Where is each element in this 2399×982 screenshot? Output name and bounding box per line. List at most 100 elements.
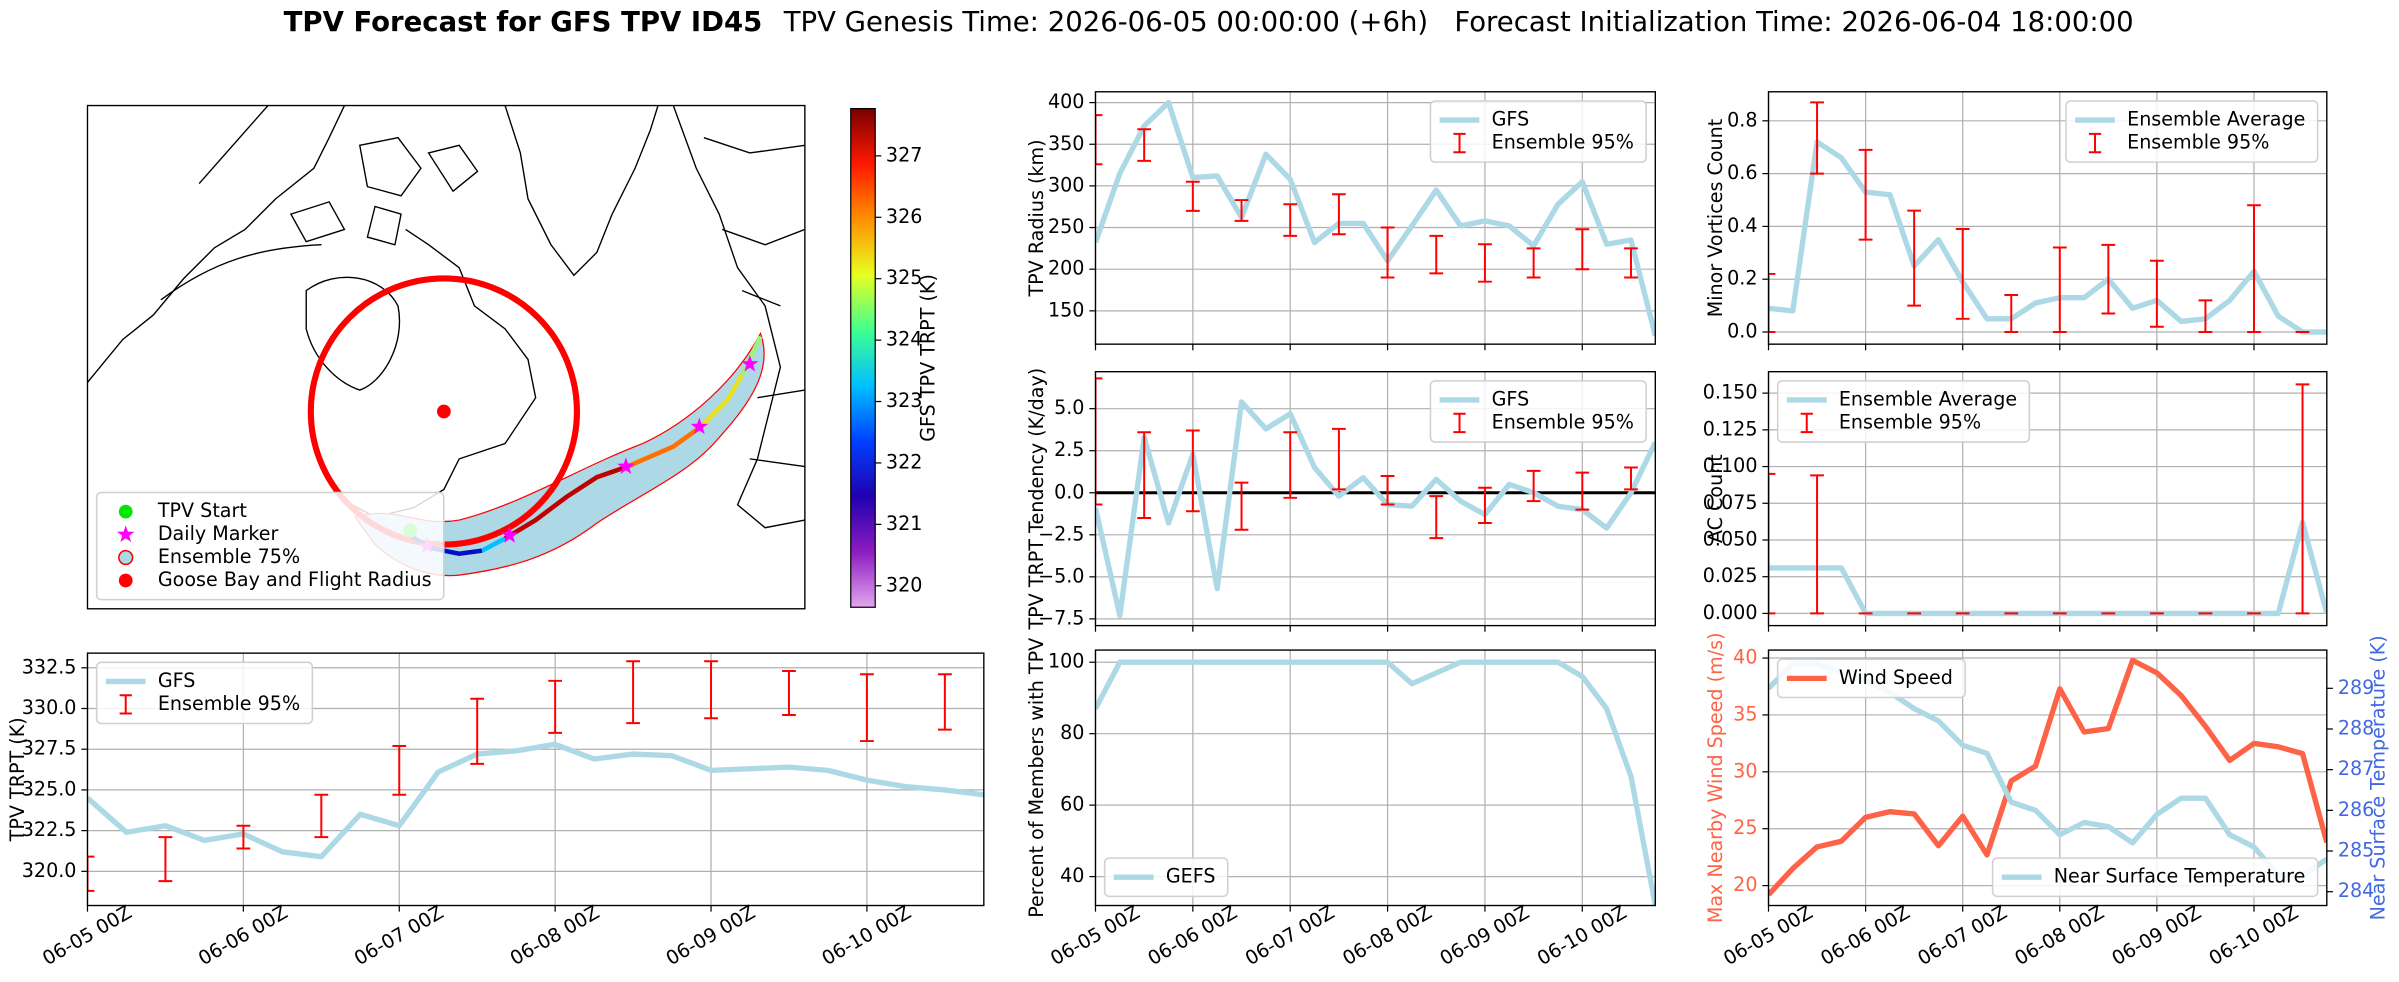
title: TPV Forecast for GFS TPV ID45 bbox=[284, 6, 763, 38]
colorbar-tick-label: 326 bbox=[886, 205, 922, 228]
y-tick-label: 284 bbox=[2338, 879, 2374, 902]
error-bar bbox=[1234, 481, 1249, 531]
y-tick-label: 0.025 bbox=[1703, 564, 1758, 587]
colorbar bbox=[850, 107, 876, 608]
legend-label: Ensemble 95% bbox=[2127, 131, 2269, 154]
error-bar bbox=[1234, 199, 1249, 222]
y-tick-label: 30 bbox=[1733, 759, 1757, 782]
y-axis-label: TPV Radius (km) bbox=[1025, 139, 1048, 297]
error-bar bbox=[470, 697, 485, 765]
error-bar bbox=[1624, 247, 1638, 279]
y-axis-label: Percent of Members with TPV bbox=[1025, 638, 1048, 918]
y-tick-label: 250 bbox=[1048, 215, 1084, 238]
error-bar bbox=[1526, 469, 1541, 503]
error-bar bbox=[548, 679, 563, 734]
y-tick-label: 285 bbox=[2338, 839, 2374, 862]
error-bar bbox=[1575, 228, 1590, 271]
error-bar bbox=[2101, 243, 2116, 315]
error-bar bbox=[87, 855, 95, 892]
series-line bbox=[1768, 139, 2327, 335]
legend-box bbox=[1776, 658, 1966, 699]
y-tick-label: 330.0 bbox=[22, 696, 77, 719]
y-tick-label: 100 bbox=[1048, 650, 1084, 673]
error-bar bbox=[937, 673, 952, 731]
legend-box bbox=[95, 661, 314, 725]
y-tick-label: 25 bbox=[1733, 816, 1757, 839]
error-bar bbox=[1283, 203, 1298, 237]
legend-swatch bbox=[2088, 132, 2102, 154]
y-tick-label: 287 bbox=[2338, 757, 2374, 780]
y-tick-label: −2.5 bbox=[1038, 522, 1084, 545]
error-bar bbox=[1380, 226, 1395, 279]
legend-label: Ensemble 95% bbox=[1492, 131, 1634, 154]
error-bar bbox=[1137, 128, 1152, 162]
coastline bbox=[305, 276, 401, 391]
error-bar bbox=[1478, 486, 1492, 525]
y-tick-label: 325.0 bbox=[22, 777, 77, 800]
y-tick-label: 350 bbox=[1048, 132, 1084, 155]
y-tick-label: 150 bbox=[1048, 298, 1084, 321]
suptitle: TPV Forecast for GFS TPV ID45 TPV Genesis… bbox=[284, 6, 2134, 38]
error-bar bbox=[1429, 234, 1444, 275]
coastline bbox=[87, 105, 346, 383]
colorbar-tick-label: 324 bbox=[886, 328, 922, 351]
colorbar-tick-label: 327 bbox=[886, 143, 922, 166]
series-line bbox=[1095, 659, 1656, 906]
legend-label: Goose Bay and Flight Radius bbox=[158, 568, 432, 591]
colorbar-tick-label: 325 bbox=[886, 266, 922, 289]
error-bar bbox=[236, 824, 251, 850]
track bbox=[481, 536, 507, 553]
legend-box bbox=[1776, 380, 2031, 443]
error-bar bbox=[1810, 101, 1824, 175]
track bbox=[626, 424, 703, 469]
y-tick-label: 0.8 bbox=[1727, 108, 1757, 131]
plot-frame bbox=[1094, 91, 1657, 345]
y-tick-label: 0.4 bbox=[1727, 214, 1757, 237]
legend-swatch bbox=[1453, 412, 1466, 434]
legend-label: Ensemble 95% bbox=[158, 692, 300, 715]
colorbar-tick-label: 322 bbox=[886, 450, 922, 473]
panel: 0.000 0.025 0.050 0.075 0.100 0.125 0.150 Ensem… bbox=[1703, 371, 2328, 632]
y-tick-label: 400 bbox=[1048, 90, 1084, 113]
error-bar bbox=[1095, 377, 1103, 506]
y-tick-label: 288 bbox=[2338, 716, 2374, 739]
error-bar bbox=[2295, 383, 2310, 615]
y-tick-label: 320.0 bbox=[22, 859, 77, 882]
goose-bay bbox=[436, 404, 451, 419]
plot-frame bbox=[1094, 649, 1657, 907]
error-bar bbox=[860, 673, 874, 743]
error-bar bbox=[704, 660, 718, 720]
legend-label: Ensemble Average bbox=[2127, 108, 2305, 131]
y-tick-label: 20 bbox=[1733, 873, 1757, 896]
legend-label: GFS bbox=[1492, 387, 1530, 410]
legend-label: Ensemble 75% bbox=[158, 545, 300, 568]
colorbar-tick-label: 323 bbox=[886, 389, 922, 412]
y-tick-label: 0.0 bbox=[1054, 480, 1084, 503]
error-bar bbox=[1768, 272, 1776, 334]
track bbox=[503, 464, 629, 541]
error-bar bbox=[1332, 427, 1346, 491]
track bbox=[740, 335, 763, 376]
y-tick-label: 0.050 bbox=[1703, 527, 1758, 550]
y-tick-label: 80 bbox=[1060, 721, 1084, 744]
error-bar bbox=[2247, 204, 2261, 334]
y-tick-label: 200 bbox=[1048, 257, 1084, 280]
legend-swatch bbox=[119, 694, 132, 715]
y-tick-label: 322.5 bbox=[22, 818, 77, 841]
legend-label: TPV Start bbox=[157, 499, 248, 522]
legend-label: GFS bbox=[1492, 108, 1530, 131]
error-bar bbox=[1768, 472, 1776, 615]
y-tick-label: 0.0 bbox=[1727, 320, 1757, 343]
error-bar bbox=[2198, 299, 2213, 334]
y-tick-label: 0.2 bbox=[1727, 267, 1757, 290]
error-bar bbox=[1526, 247, 1541, 279]
legend: GEFS bbox=[1103, 857, 1229, 898]
y-tick-label: 2.5 bbox=[1054, 438, 1084, 461]
